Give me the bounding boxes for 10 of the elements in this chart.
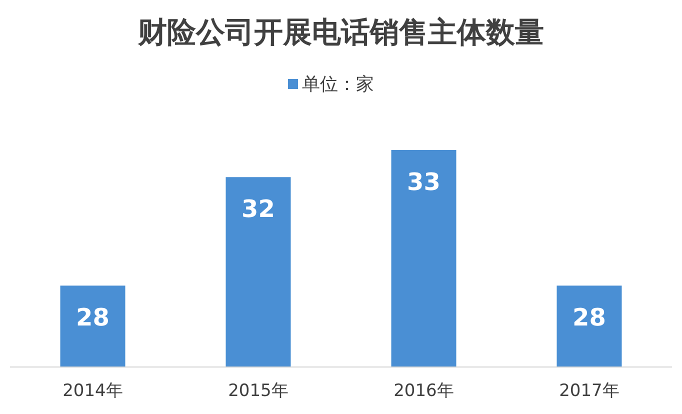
legend-label: 单位：家 (302, 74, 374, 95)
x-tick-label: 2015年 (228, 381, 288, 401)
data-label: 28 (76, 304, 110, 332)
x-tick-label: 2016年 (394, 381, 454, 401)
x-tick-label: 2014年 (62, 381, 123, 401)
chart-title: 财险公司开展电话销售主体数量 (137, 15, 544, 49)
data-label: 28 (572, 304, 606, 332)
data-label: 33 (407, 168, 440, 196)
data-label: 32 (242, 195, 275, 224)
x-tick-label: 2017年 (559, 381, 620, 401)
